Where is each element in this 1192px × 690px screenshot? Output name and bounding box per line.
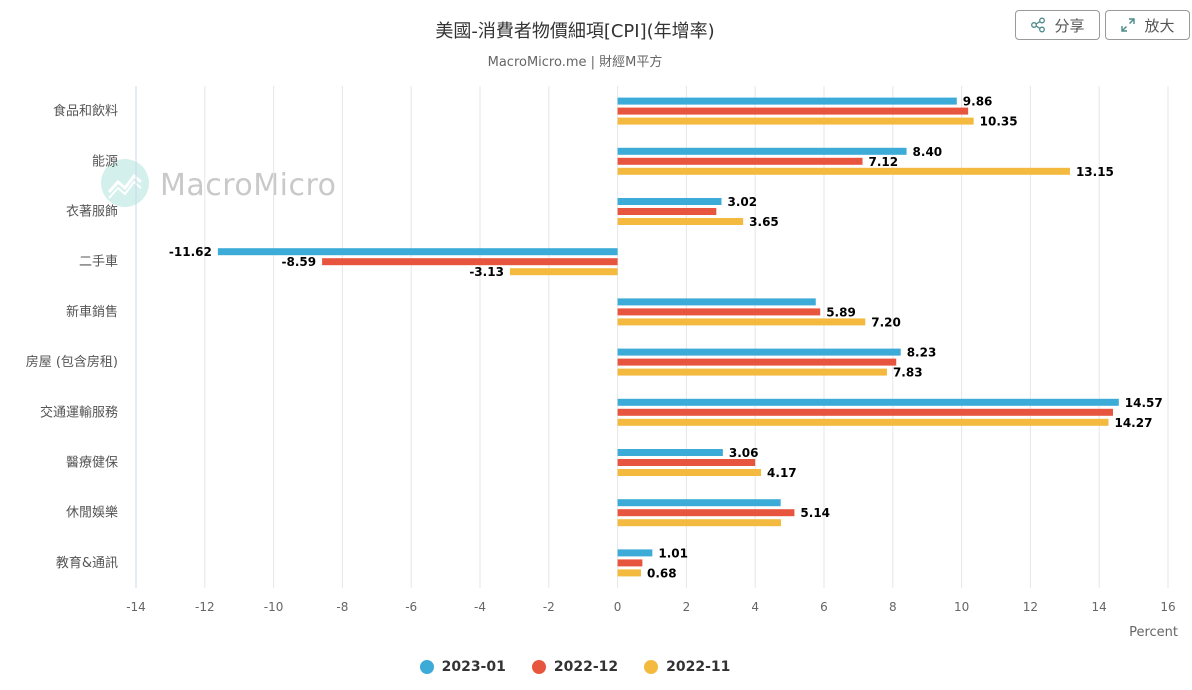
bar: [617, 459, 756, 466]
legend-label: 2022-12: [553, 659, 619, 675]
category-label: 食品和飲料: [53, 103, 118, 119]
category-label: 醫療健保: [66, 456, 118, 471]
data-label: 14.27: [1114, 416, 1152, 430]
bar: [617, 117, 974, 125]
bar: [617, 157, 863, 165]
bar: [617, 509, 795, 517]
bar: [617, 208, 717, 215]
chart-subtitle: MacroMicro.me | 財經M平方: [487, 55, 663, 70]
x-tick-label: 10: [954, 600, 969, 614]
bar: [617, 559, 643, 567]
share-icon: [1030, 17, 1046, 33]
bar: [617, 569, 641, 577]
bar: [617, 298, 816, 306]
x-tick-label: -14: [126, 600, 146, 614]
legend: 2023-01 2022-12 2022-11: [0, 659, 1150, 675]
bar: [617, 368, 887, 376]
bar: [617, 308, 821, 316]
legend-item-2023-01[interactable]: 2023-01: [419, 659, 506, 675]
bar: [617, 198, 722, 205]
legend-label: 2022-11: [666, 659, 731, 675]
data-label: 10.35: [980, 115, 1018, 129]
data-label: -3.13: [469, 265, 504, 279]
category-label: 衣著服飾: [66, 204, 118, 220]
category-label: 房屋 (包含房租): [26, 354, 118, 370]
bar: [617, 549, 653, 557]
x-tick-label: 2: [683, 600, 691, 614]
x-tick-label: -4: [474, 600, 486, 614]
bar: [217, 248, 618, 256]
x-tick-label: 14: [1092, 600, 1107, 614]
category-label: 新車銷售: [66, 304, 118, 320]
bar: [617, 398, 1119, 406]
data-label: 1.01: [658, 546, 688, 560]
data-label: 3.65: [749, 215, 779, 229]
x-tick-label: -6: [405, 600, 417, 614]
data-label: 7.83: [893, 366, 923, 380]
expand-label: 放大: [1144, 16, 1175, 35]
bar: [617, 348, 901, 356]
x-tick-label: 6: [820, 600, 828, 614]
bar: [617, 218, 744, 225]
chart-title: 美國-消費者物價細項[CPI](年增率): [435, 21, 715, 42]
x-tick-label: -12: [195, 600, 215, 614]
share-button[interactable]: 分享: [1015, 10, 1100, 40]
legend-item-2022-11[interactable]: 2022-11: [644, 659, 730, 675]
bar: [617, 469, 762, 476]
x-tick-label: 8: [889, 600, 897, 614]
data-label: 0.68: [647, 566, 677, 580]
data-label: 14.57: [1125, 396, 1163, 410]
data-label: 8.23: [907, 346, 937, 360]
data-label: 13.15: [1076, 165, 1114, 179]
share-label: 分享: [1054, 16, 1085, 35]
category-label: 教育&通訊: [56, 555, 118, 571]
bar: [617, 147, 907, 155]
data-label: 9.86: [963, 95, 993, 109]
data-label: 4.17: [767, 466, 797, 480]
data-label: 7.20: [871, 315, 901, 329]
x-tick-label: -2: [543, 600, 555, 614]
category-label: 能源: [92, 154, 118, 169]
bar: [617, 449, 723, 456]
x-tick-label: 0: [614, 600, 622, 614]
data-label: 7.12: [869, 155, 899, 169]
category-label: 交通運輸服務: [40, 404, 118, 420]
expand-button[interactable]: 放大: [1105, 10, 1190, 40]
bar: [617, 418, 1109, 426]
watermark: MacroMicro: [100, 158, 337, 212]
bar: [617, 167, 1070, 175]
category-label: 二手車: [79, 255, 118, 270]
category-label: 休閒娛樂: [66, 505, 118, 521]
data-label: 5.14: [800, 506, 830, 520]
data-label: 8.40: [913, 145, 943, 159]
x-tick-label: -8: [336, 600, 348, 614]
data-label: -11.62: [169, 245, 212, 259]
legend-item-2022-12[interactable]: 2022-12: [531, 659, 619, 675]
bar: [617, 499, 781, 507]
x-tick-label: 12: [1023, 600, 1038, 614]
bar: [617, 408, 1113, 416]
data-label: 3.06: [729, 446, 759, 460]
data-label: 3.02: [727, 195, 757, 209]
bar: [617, 107, 969, 115]
x-tick-label: -10: [264, 600, 284, 614]
x-tick-label: 16: [1160, 600, 1175, 614]
legend-label: 2023-01: [441, 659, 506, 675]
bar: [617, 519, 781, 527]
x-axis-title: Percent: [1129, 625, 1178, 640]
bar: [617, 358, 897, 366]
legend-dot-2022-11: [644, 660, 659, 674]
legend-dot-2022-12: [531, 660, 546, 674]
bar: [509, 268, 618, 276]
bar: [617, 97, 957, 105]
bar: [617, 318, 866, 326]
data-label: 5.89: [826, 305, 856, 319]
data-label: -8.59: [282, 255, 317, 269]
legend-dot-2023-01: [419, 660, 434, 674]
x-tick-label: 4: [751, 600, 759, 614]
expand-icon: [1120, 17, 1136, 33]
bar: [322, 258, 618, 266]
watermark-text: MacroMicro: [160, 167, 337, 203]
